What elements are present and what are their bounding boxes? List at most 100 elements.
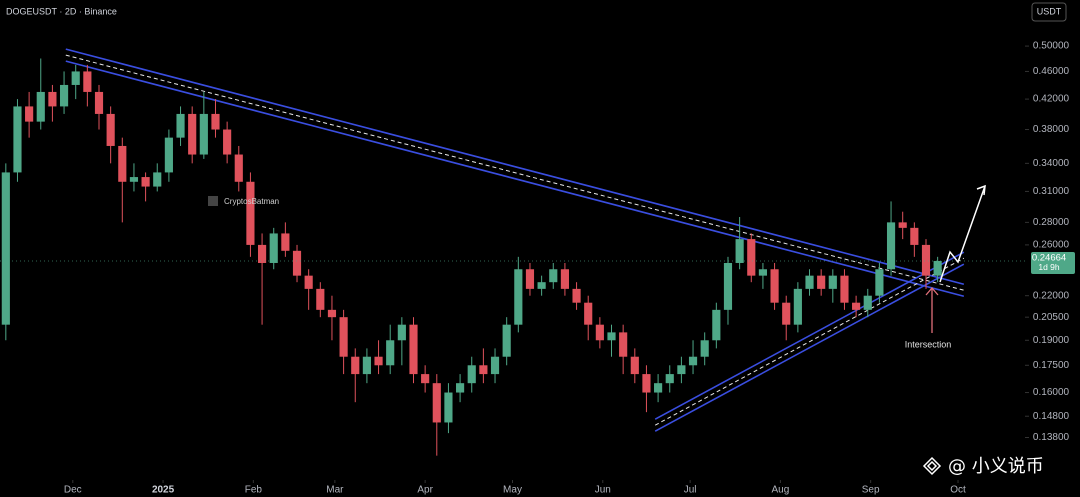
- candle-body: [281, 233, 290, 251]
- candle-body: [351, 356, 360, 375]
- candle-body: [199, 113, 208, 155]
- candle-body: [25, 106, 34, 122]
- candle-body: [840, 275, 849, 303]
- x-tick-label: May: [503, 485, 522, 496]
- candle-body: [246, 181, 255, 245]
- candle-body: [129, 177, 139, 182]
- candle-body: [211, 113, 220, 130]
- candle-body: [723, 262, 733, 310]
- watermark-icon: [922, 456, 942, 476]
- candle-body: [48, 91, 57, 107]
- candle-body: [176, 113, 185, 138]
- candle-body: [374, 356, 383, 366]
- candle-body: [234, 154, 243, 182]
- candle-body: [188, 113, 197, 155]
- currency-button[interactable]: [1031, 2, 1067, 22]
- y-tick-label: 0.22000: [1033, 290, 1070, 301]
- candle-body: [444, 392, 453, 423]
- y-tick-label: 0.20500: [1033, 312, 1070, 323]
- candle-body: [141, 177, 150, 187]
- last-price-box: [1031, 251, 1075, 274]
- candle-body: [1, 172, 10, 325]
- candle-body: [595, 324, 604, 341]
- candle-body: [677, 365, 686, 375]
- candle-body: [36, 91, 45, 122]
- candle-body: [933, 260, 942, 276]
- y-tick-label: 0.17500: [1033, 360, 1070, 371]
- candle-body: [607, 332, 616, 341]
- candle-body: [525, 269, 535, 289]
- candle-body: [642, 374, 651, 393]
- candle-body: [316, 288, 325, 310]
- candle-body: [164, 137, 173, 173]
- x-tick-label: Feb: [245, 485, 263, 496]
- y-tick-label: 0.13800: [1033, 432, 1070, 443]
- last-price-label: 0.24664: [1032, 252, 1066, 263]
- candle-body: [13, 106, 22, 173]
- candle-body: [560, 269, 569, 289]
- candle-body: [432, 383, 441, 423]
- candle-body: [828, 275, 837, 289]
- x-tick-label: Apr: [417, 485, 433, 496]
- candle-body: [665, 374, 674, 384]
- candle-body: [397, 324, 406, 341]
- y-tick-label: 0.38000: [1033, 124, 1070, 135]
- candle-body: [223, 129, 232, 155]
- candle-body: [94, 91, 104, 114]
- candle-body: [59, 84, 69, 107]
- watermark-logo: [922, 456, 942, 476]
- candle-body: [339, 317, 348, 357]
- y-tick-label: 0.42000: [1033, 94, 1070, 105]
- symbol-header: DOGEUSDT · 2D · Binance: [6, 6, 117, 16]
- y-tick-label: 0.26000: [1033, 240, 1070, 251]
- candle-body: [747, 239, 756, 276]
- projection-arrow: [939, 185, 986, 283]
- intersection-arrowhead: [925, 287, 939, 296]
- candle-body: [572, 288, 581, 303]
- candle-body: [898, 222, 907, 228]
- candle-body: [782, 302, 791, 325]
- candle-body: [409, 324, 418, 375]
- intersection-label: Intersection: [905, 339, 952, 349]
- y-tick-label: 0.14800: [1033, 411, 1070, 422]
- candle-body: [584, 302, 593, 325]
- x-tick-label: Jul: [684, 485, 697, 496]
- channel-edge: [65, 48, 965, 285]
- x-tick-label: Dec: [64, 485, 82, 496]
- candle-body: [886, 222, 896, 270]
- x-tick-label: Jun: [595, 485, 611, 496]
- plot-area: 0.50000 0.46000 0.42000 0.38000 0.34000 0.310…: [0, 41, 1075, 496]
- y-tick-label: 0.16000: [1033, 387, 1070, 398]
- candle-body: [304, 275, 313, 289]
- channel-edge: [654, 251, 965, 420]
- candle-body: [921, 244, 931, 276]
- candle-body: [875, 269, 884, 296]
- candle-body: [257, 244, 267, 263]
- y-tick-label: 0.34000: [1033, 158, 1070, 169]
- candle-body: [386, 340, 395, 366]
- x-tick-label: 2025: [152, 485, 175, 496]
- candle-body: [421, 374, 430, 384]
- candle-body: [292, 250, 302, 276]
- candle-body: [630, 356, 639, 375]
- x-tick-label: Oct: [950, 485, 966, 496]
- candle-body: [863, 295, 872, 310]
- y-tick-label: 0.31000: [1033, 186, 1070, 197]
- currency-label: USDT: [1037, 6, 1062, 16]
- candle-body: [490, 356, 500, 375]
- candle-body: [106, 113, 115, 146]
- candle-body: [910, 227, 919, 245]
- watermark: @ 小义说币: [948, 456, 1044, 477]
- y-tick-label: 0.46000: [1033, 66, 1070, 77]
- candle-body: [805, 275, 814, 289]
- candle-body: [479, 365, 488, 375]
- candle-body: [688, 356, 698, 366]
- candle-body: [467, 365, 476, 384]
- candle-body: [793, 288, 802, 325]
- candle-body: [549, 269, 558, 283]
- channel-center: [654, 257, 965, 426]
- candle-body: [153, 172, 162, 187]
